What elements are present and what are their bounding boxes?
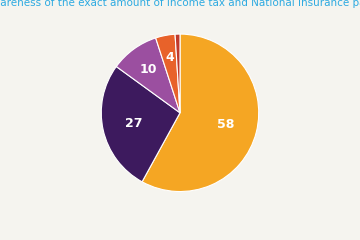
Wedge shape <box>175 34 180 113</box>
Text: 4: 4 <box>165 51 174 64</box>
Wedge shape <box>101 66 180 182</box>
Title: Awareness of the exact amount of income tax and National Insurance paid: Awareness of the exact amount of income … <box>0 0 360 8</box>
Text: 58: 58 <box>217 118 234 131</box>
Wedge shape <box>142 34 259 192</box>
Text: 10: 10 <box>140 63 157 76</box>
Wedge shape <box>156 34 180 113</box>
Text: 27: 27 <box>125 117 143 130</box>
Wedge shape <box>116 38 180 113</box>
